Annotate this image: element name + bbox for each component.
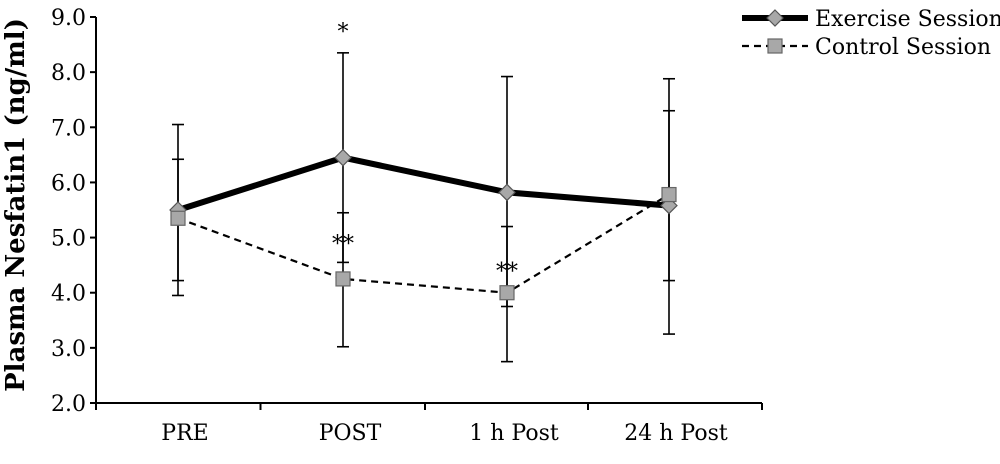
x-tick-label: 24 h Post [624,421,728,446]
data-point [170,210,186,226]
y-tick-label: 7.0 [51,116,86,141]
y-tick-label: 5.0 [51,227,86,252]
series-lines [177,154,670,294]
series-line [177,154,670,213]
series-markers [169,148,678,301]
x-tick-label: PRE [161,421,208,446]
legend-marker [766,9,784,27]
y-tick-label: 6.0 [51,171,86,196]
data-point [335,271,351,287]
significance-marker: ** [496,260,518,285]
y-tick-label: 2.0 [51,392,86,417]
significance-annotations: ***** [332,20,518,285]
legend-marker [767,38,783,54]
y-tick-label: 8.0 [51,61,86,86]
legend-label: Control Session [815,35,991,60]
data-point [661,186,677,203]
y-tick-label: 4.0 [51,282,86,307]
significance-marker: * [338,20,349,45]
y-axis-ticks: 2.0 3.0 4.0 5.0 6.0 7.0 8.0 9.0 [51,6,96,417]
data-point [499,285,515,301]
error-bars [172,52,675,363]
legend: Exercise Session Control Session [742,7,1000,60]
x-axis-ticks: PRE POST 1 h Post 24 h Post [95,403,763,446]
y-tick-label: 3.0 [51,337,86,362]
axes [95,17,762,404]
significance-marker: ** [332,232,354,257]
y-tick-label: 9.0 [51,6,86,31]
data-point [334,148,352,167]
legend-label: Exercise Session [815,7,1000,32]
data-point [498,183,516,202]
series-line [177,193,670,294]
y-axis-label: Plasma Nesfatin1 (ng/ml) [1,18,31,392]
x-tick-label: POST [319,421,382,446]
x-tick-label: 1 h Post [469,421,559,446]
